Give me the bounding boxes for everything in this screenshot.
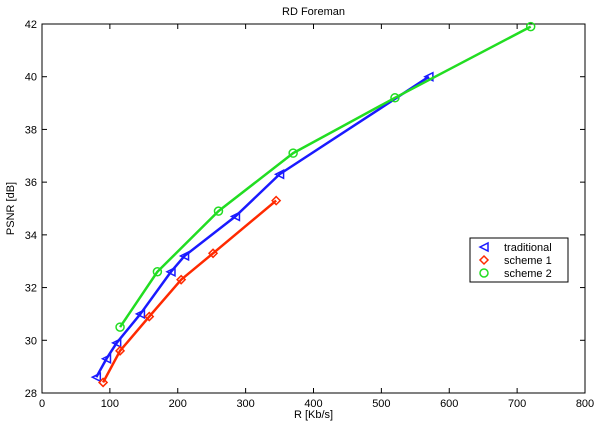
- x-tick-label: 100: [101, 398, 119, 410]
- x-axis-label: R [Kb/s]: [294, 409, 333, 421]
- data-point: [90, 371, 102, 383]
- y-axis-label: PSNR [dB]: [5, 182, 17, 235]
- data-point: [288, 148, 298, 158]
- x-tick-label: 0: [39, 398, 45, 410]
- chart-title: RD Foreman: [282, 6, 345, 18]
- data-point: [525, 21, 536, 32]
- data-point: [273, 169, 285, 180]
- data-point: [213, 206, 224, 216]
- legend-marker: [478, 254, 490, 266]
- y-tick-label: 30: [25, 335, 37, 347]
- y-tick-label: 34: [25, 230, 37, 242]
- legend-marker: [479, 268, 489, 278]
- legend-marker: [478, 241, 489, 253]
- data-point: [152, 267, 163, 277]
- legend-item: traditional: [478, 241, 552, 254]
- data-point: [110, 337, 122, 349]
- y-tick-label: 38: [25, 124, 37, 136]
- x-tick-label: 200: [169, 398, 187, 410]
- y-tick-label: 40: [25, 72, 37, 84]
- series-layer: [90, 21, 536, 388]
- data-point: [176, 274, 187, 285]
- series-scheme-1: [98, 195, 282, 388]
- legend-item: scheme 2: [479, 268, 552, 280]
- data-point: [98, 377, 109, 388]
- data-point: [134, 308, 146, 320]
- y-tick-label: 28: [25, 388, 37, 400]
- plot-area: [41, 23, 586, 394]
- x-axis: 0 100 200 300 400 500 600 700 800: [39, 24, 594, 410]
- legend-label: scheme 1: [504, 255, 552, 267]
- x-tick-label: 400: [304, 398, 322, 410]
- x-tick-label: 800: [576, 398, 594, 410]
- y-tick-label: 42: [25, 19, 37, 31]
- legend-label: traditional: [504, 242, 552, 254]
- data-point: [271, 195, 282, 206]
- x-tick-label: 300: [236, 398, 254, 410]
- series-line: [101, 199, 277, 384]
- legend-item: scheme 1: [478, 254, 552, 267]
- data-point: [144, 311, 155, 322]
- data-point: [207, 248, 219, 259]
- data-point: [390, 93, 400, 103]
- x-tick-label: 700: [508, 398, 526, 410]
- y-axis: 28 30 32 34 36 38 40 42: [25, 19, 585, 400]
- series-traditional: [90, 71, 434, 383]
- series-line: [119, 25, 532, 328]
- x-tick-label: 500: [372, 398, 390, 410]
- series-scheme-2: [115, 21, 536, 332]
- data-point: [165, 266, 176, 277]
- y-tick-label: 36: [25, 177, 37, 189]
- legend-label: scheme 2: [504, 268, 552, 280]
- data-point: [115, 322, 125, 332]
- data-point: [114, 345, 126, 356]
- data-point: [178, 250, 190, 262]
- series-line: [95, 75, 430, 378]
- data-point: [229, 211, 241, 222]
- legend-box: [469, 237, 569, 283]
- x-tick-label: 600: [440, 398, 458, 410]
- data-point: [100, 353, 112, 364]
- y-tick-label: 32: [25, 283, 37, 295]
